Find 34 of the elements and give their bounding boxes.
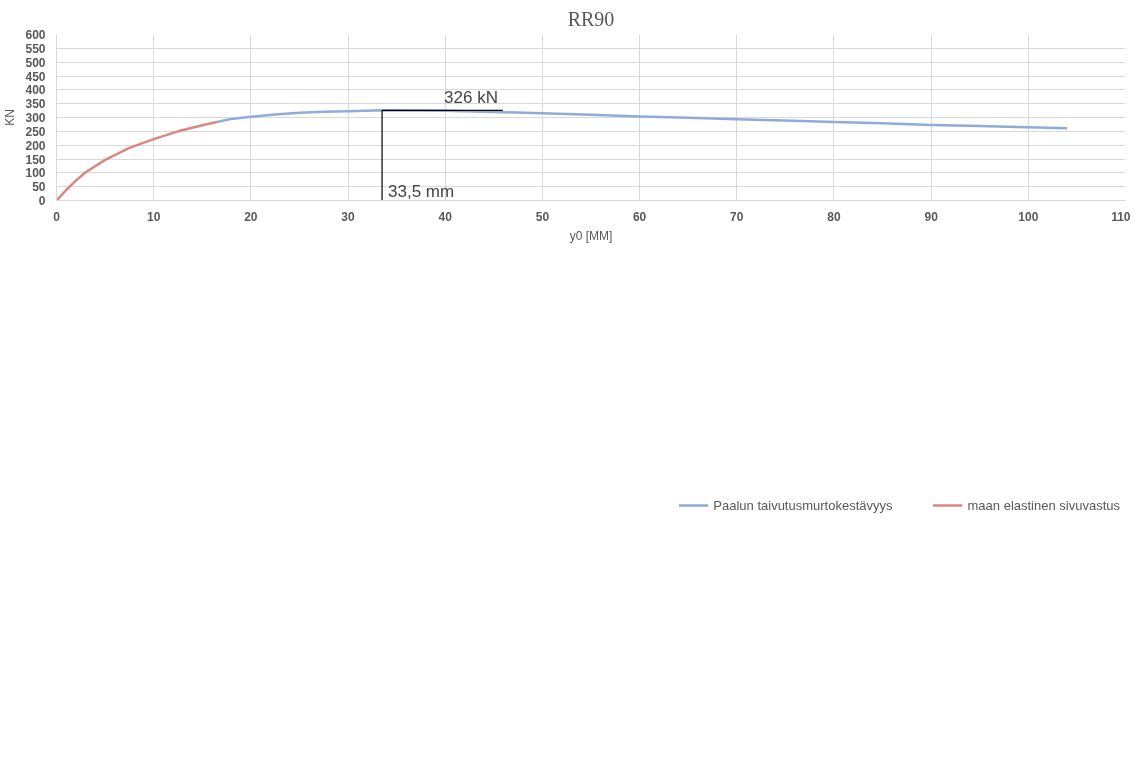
y-tick-label: 150	[25, 152, 46, 167]
y-tick-label: 400	[25, 83, 46, 98]
x-tick-label: 80	[827, 209, 841, 224]
x-tick-label: 70	[730, 209, 744, 224]
chart-title: RR90	[567, 7, 615, 30]
x-tick-label: 10	[147, 209, 161, 224]
y-tick-label: 250	[25, 124, 46, 139]
y-tick-label: 600	[25, 28, 46, 42]
y-tick-label: 0	[38, 194, 46, 208]
y-tick-label: 100	[25, 166, 46, 181]
x-tick-label: 50	[535, 209, 550, 224]
x-tick-label: 0	[53, 209, 61, 224]
x-axis-title: y0 [MM]	[569, 228, 613, 243]
x-tick-label: 100	[1018, 209, 1039, 224]
x-tick-label: 20	[244, 209, 258, 224]
annotation: 326 kN	[444, 88, 498, 108]
legend-label: maan elastinen sivuvastus	[967, 497, 1120, 513]
line-series	[215, 109, 1069, 130]
y-axis-title: KN	[3, 109, 18, 126]
x-tick-label: 110	[1111, 209, 1131, 224]
annotation: 33,5 mm	[388, 181, 455, 201]
x-tick-label: 40	[438, 209, 453, 224]
line-series	[56, 120, 219, 201]
y-tick-label: 350	[25, 97, 46, 112]
x-tick-label: 30	[341, 209, 356, 224]
y-tick-label: 450	[25, 69, 46, 84]
y-tick-label: 300	[25, 111, 46, 125]
y-tick-label: 500	[25, 55, 46, 70]
x-tick-label: 60	[632, 209, 647, 224]
legend-label: Paalun taivutusmurtokestävyys	[713, 497, 893, 513]
y-tick-label: 200	[25, 138, 46, 153]
y-tick-label: 550	[25, 41, 46, 56]
x-tick-label: 90	[924, 209, 939, 224]
y-tick-label: 50	[32, 180, 46, 195]
